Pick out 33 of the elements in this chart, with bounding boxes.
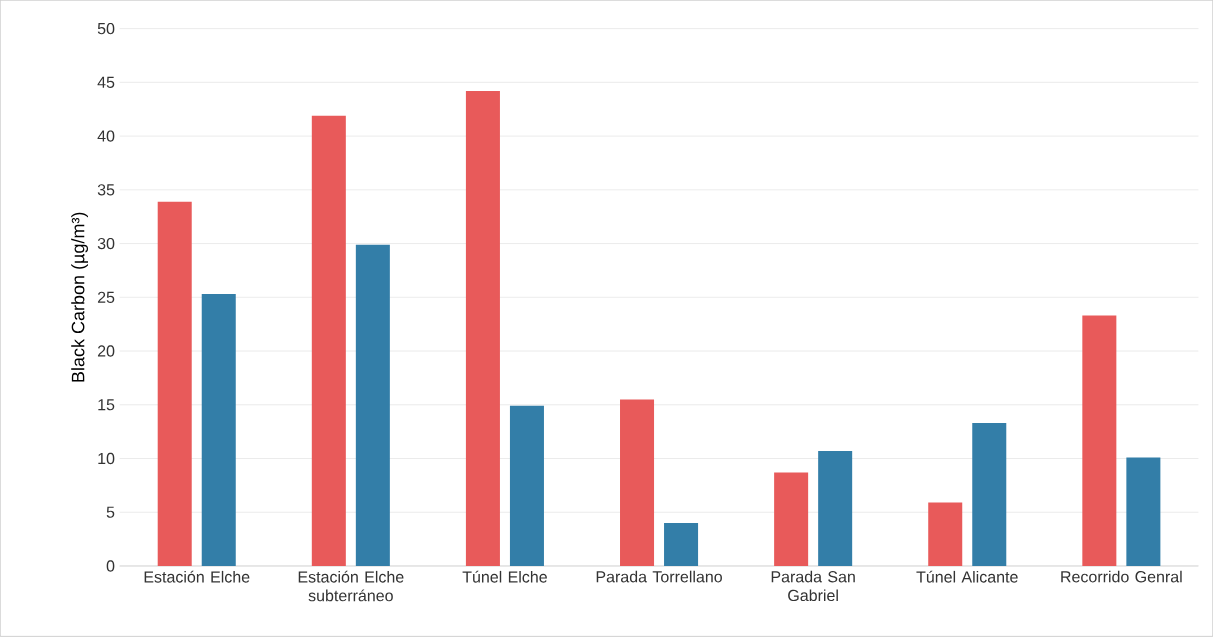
y-axis-title: Black Carbon (µg/m³) bbox=[71, 212, 88, 382]
x-tick-label: Túnel Alicante bbox=[916, 570, 1018, 583]
x-tick-label: Recorrido Genral bbox=[1061, 570, 1182, 583]
bar bbox=[620, 399, 655, 567]
y-tick-label: 45 bbox=[97, 76, 115, 89]
bar bbox=[774, 472, 809, 567]
bar bbox=[972, 423, 1007, 567]
x-tick-label: Estación Elche subterráneo bbox=[298, 570, 404, 602]
y-tick-label: 0 bbox=[106, 560, 115, 572]
x-tick-label: Parada Torrellano bbox=[596, 570, 722, 583]
bar bbox=[201, 294, 236, 567]
bar bbox=[1082, 315, 1117, 567]
bar bbox=[818, 451, 853, 567]
bar bbox=[1126, 457, 1161, 567]
bar bbox=[311, 115, 346, 567]
bar bbox=[157, 201, 192, 567]
y-tick-label: 50 bbox=[97, 23, 115, 35]
y-tick-label: 10 bbox=[98, 453, 115, 465]
bar bbox=[509, 406, 544, 567]
y-tick-label: 40 bbox=[97, 130, 115, 142]
x-tick-label: Estación Elche bbox=[144, 570, 250, 583]
x-tick-label: Parada San Gabriel bbox=[771, 570, 855, 602]
y-tick-label: 30 bbox=[97, 238, 115, 250]
y-tick-label: 25 bbox=[97, 291, 115, 304]
bar bbox=[664, 523, 699, 567]
bar bbox=[465, 91, 500, 567]
bar bbox=[928, 502, 963, 567]
y-tick-label: 15 bbox=[98, 399, 115, 411]
y-tick-label: 35 bbox=[97, 184, 115, 196]
bar bbox=[355, 244, 390, 567]
y-tick-label: 20 bbox=[97, 345, 115, 357]
y-tick-label: 5 bbox=[106, 506, 115, 519]
x-tick-label: Túnel Elche bbox=[462, 570, 547, 583]
